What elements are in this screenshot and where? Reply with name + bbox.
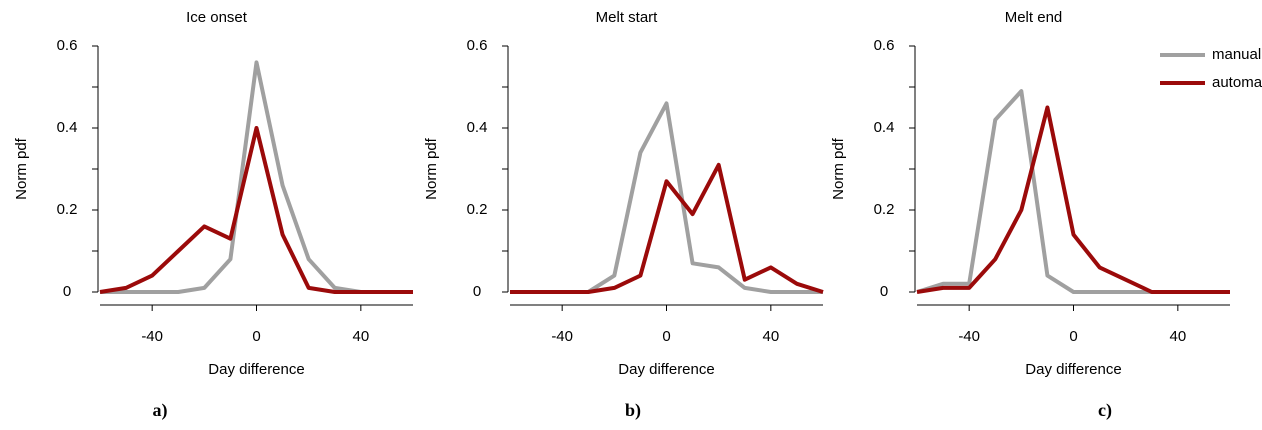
- series-line: [510, 101, 823, 294]
- x-axis-label: Day difference: [208, 361, 304, 378]
- panel-title: Ice onset: [186, 9, 248, 26]
- y-tick-label: 0.4: [467, 119, 488, 136]
- series-line: [100, 60, 413, 294]
- x-tick-label: -40: [551, 328, 573, 345]
- y-tick-label: 0.6: [874, 37, 895, 54]
- y-tick-label: 0.2: [874, 201, 895, 218]
- y-tick-label: 0: [63, 283, 71, 300]
- x-axis-label: Day difference: [1025, 361, 1121, 378]
- y-axis-label: Norm pdf: [423, 137, 440, 200]
- y-axis-label: Norm pdf: [830, 137, 847, 200]
- panel-label: b): [625, 400, 641, 421]
- y-tick-label: 0.4: [57, 119, 78, 136]
- y-tick-label: 0.6: [57, 37, 78, 54]
- x-axis-label: Day difference: [618, 361, 714, 378]
- panel-label: a): [153, 400, 168, 421]
- x-tick-label: 0: [1069, 328, 1077, 345]
- x-tick-label: -40: [958, 328, 980, 345]
- y-axis-label: Norm pdf: [13, 137, 30, 200]
- series-line: [916, 105, 1230, 294]
- y-tick-label: 0: [473, 283, 481, 300]
- y-tick-label: 0.6: [467, 37, 488, 54]
- x-tick-label: 40: [352, 328, 369, 345]
- y-tick-label: 0.4: [874, 119, 895, 136]
- series-line: [510, 162, 824, 294]
- panel-label: c): [1098, 400, 1112, 421]
- series-line: [916, 89, 1230, 294]
- y-tick-label: 0.2: [467, 201, 488, 218]
- x-tick-label: 0: [252, 328, 260, 345]
- legend-label: manual: [1212, 46, 1261, 63]
- x-tick-label: 40: [762, 328, 779, 345]
- series-line: [99, 126, 413, 294]
- y-tick-label: 0.2: [57, 201, 78, 218]
- panel-title: Melt end: [1005, 9, 1063, 26]
- x-tick-label: 40: [1169, 328, 1186, 345]
- x-tick-label: 0: [662, 328, 670, 345]
- x-tick-label: -40: [141, 328, 163, 345]
- panel-title: Melt start: [596, 9, 659, 26]
- legend-label: automated: [1212, 74, 1262, 91]
- y-tick-label: 0: [880, 283, 888, 300]
